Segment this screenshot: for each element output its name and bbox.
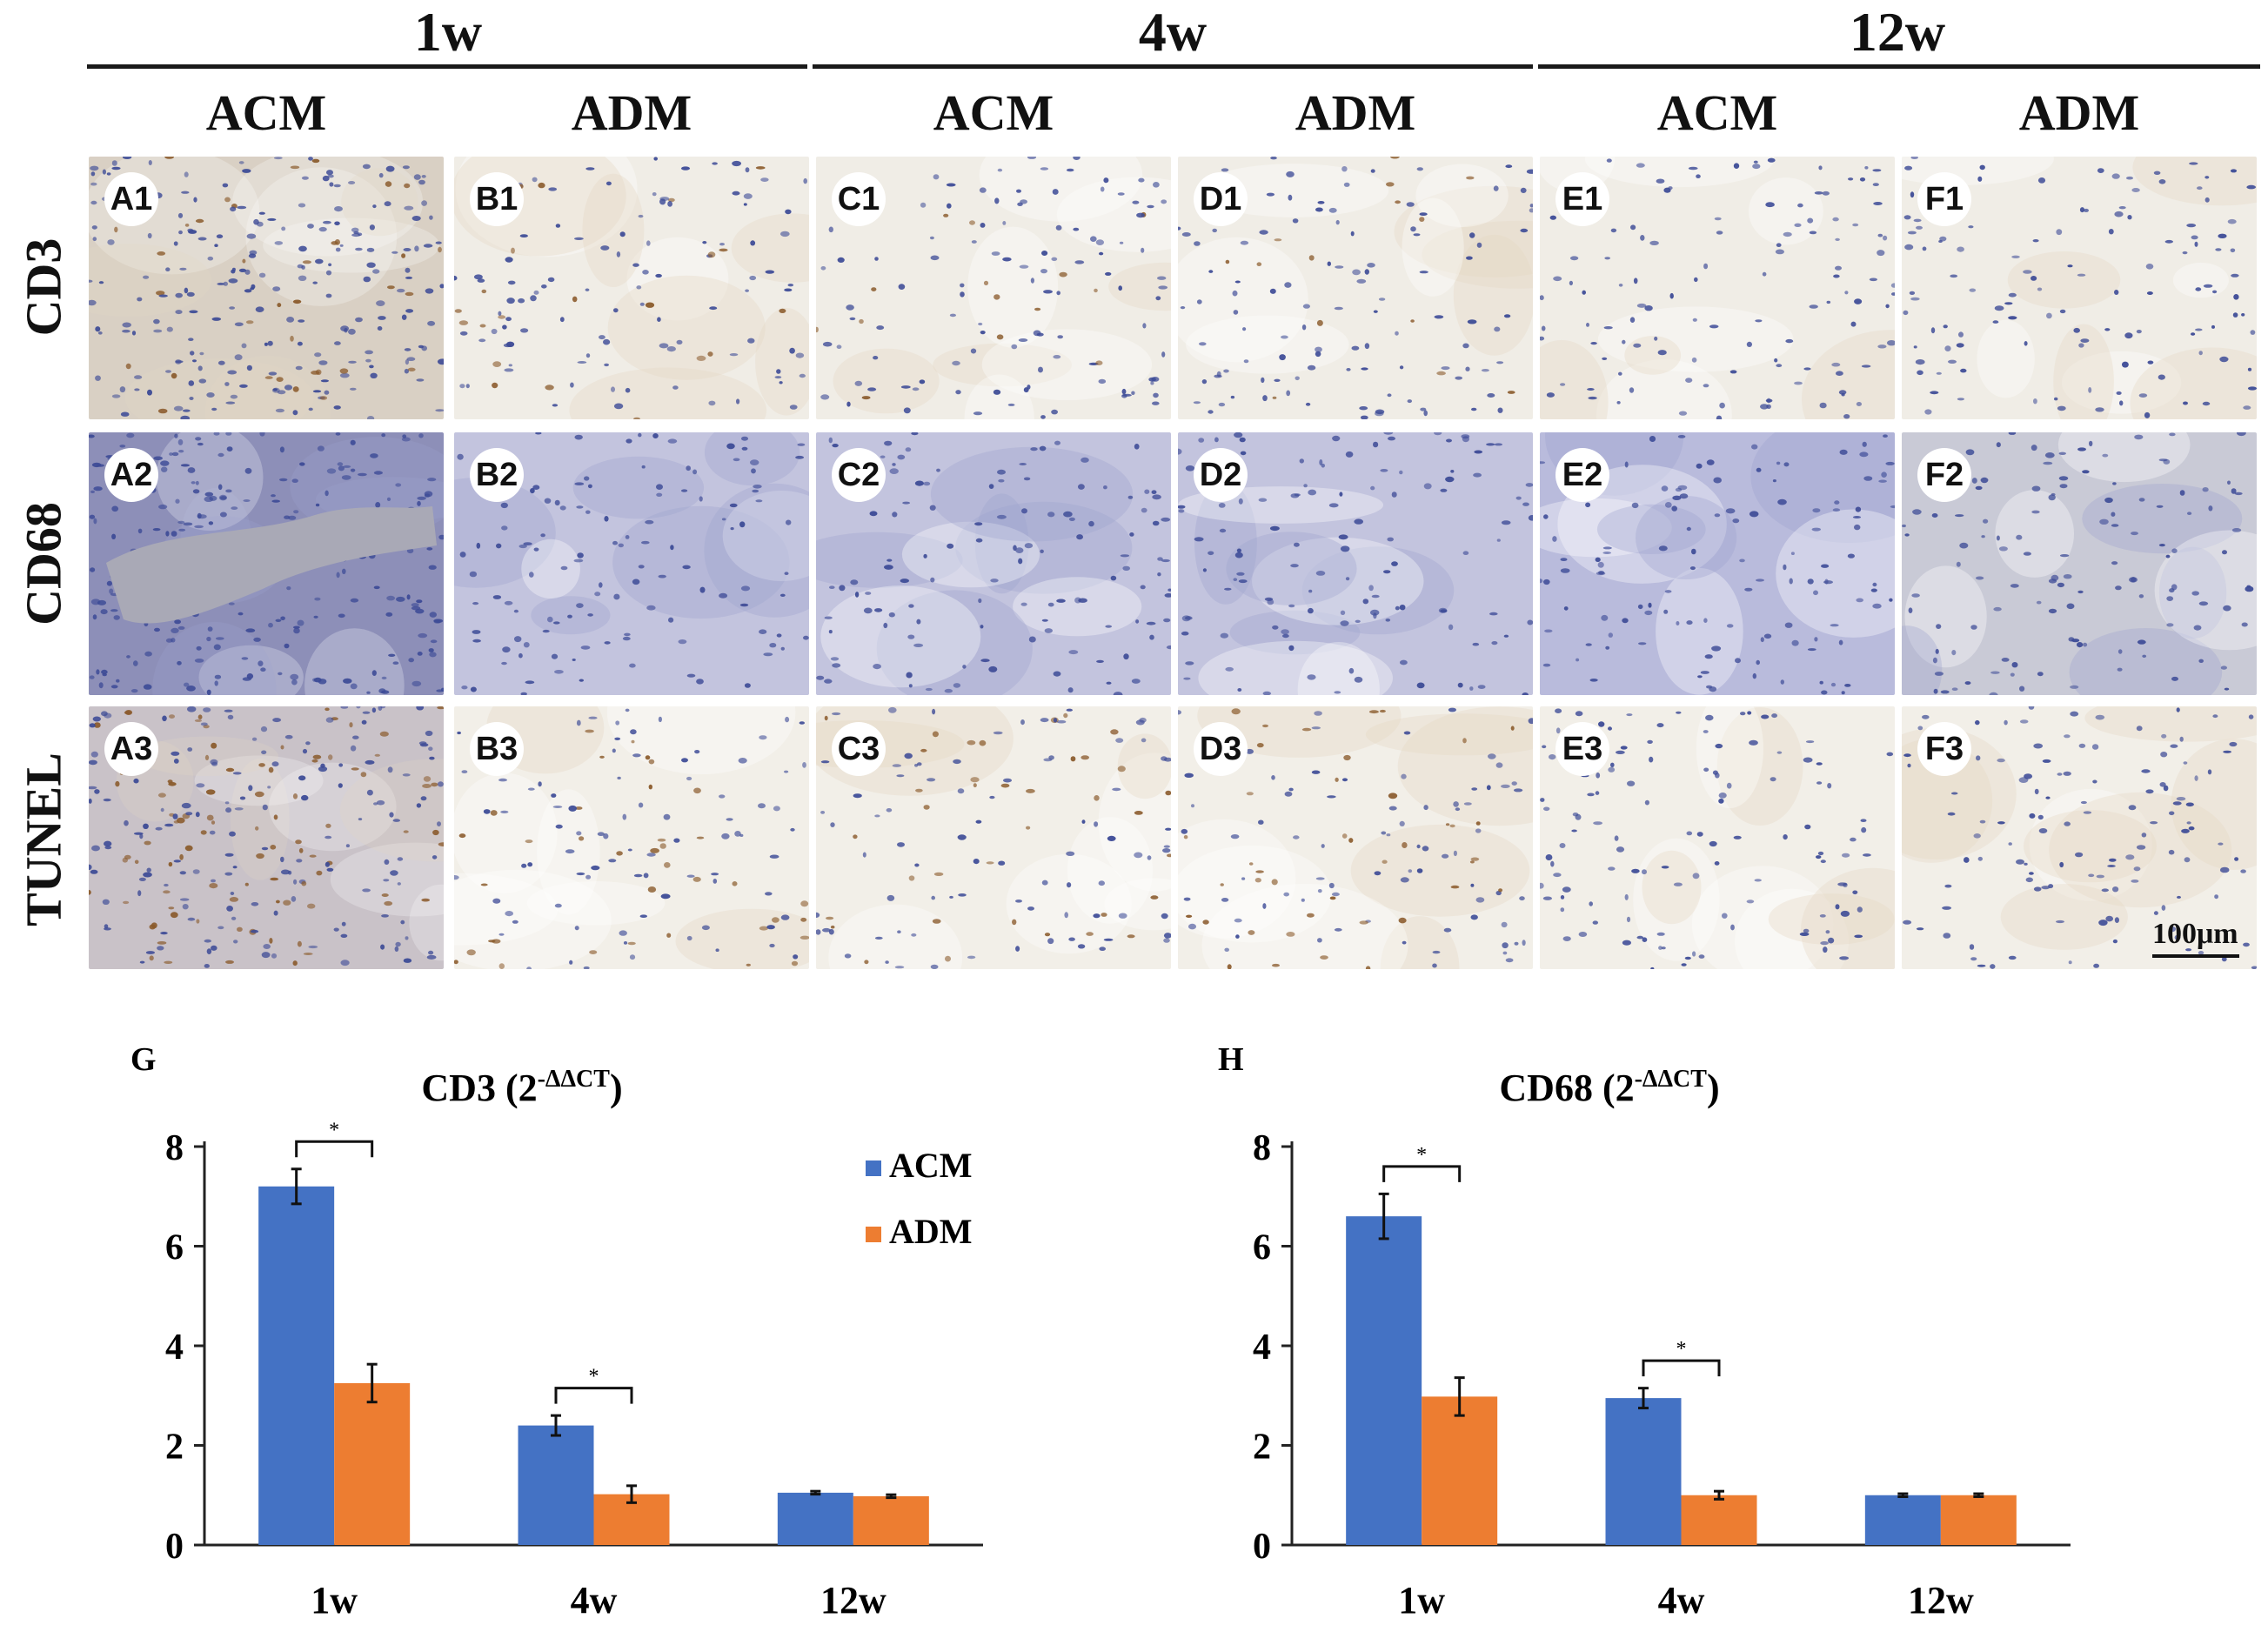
bar-acm: [1605, 1398, 1682, 1545]
micrograph-panel: C2: [816, 432, 1171, 695]
y-tick-label: 2: [1253, 1428, 1271, 1468]
panel-label: F3: [1917, 722, 1971, 776]
panel-label: E3: [1555, 722, 1609, 776]
significance-star: *: [1416, 1144, 1427, 1167]
y-tick-label: 8: [1253, 1128, 1271, 1168]
bar-adm: [334, 1382, 411, 1545]
bar-acm: [518, 1425, 594, 1545]
x-tick-label: 4w: [571, 1579, 618, 1622]
y-tick-label: 0: [165, 1527, 184, 1567]
micrograph-panel: B3: [454, 706, 809, 969]
bar-adm: [853, 1495, 929, 1545]
row-label-cd3: CD3: [15, 237, 72, 337]
panel-letter: G: [130, 1041, 157, 1078]
x-tick-label: 4w: [1658, 1579, 1705, 1622]
x-tick-label: 1w: [311, 1579, 358, 1622]
divider-1w: [87, 64, 807, 69]
micrograph-panel: E2: [1540, 432, 1895, 695]
micrograph-panel: B1: [454, 157, 809, 419]
panel-label: D3: [1194, 722, 1248, 776]
panel-label: C1: [832, 172, 886, 226]
bar-acm: [1346, 1216, 1422, 1545]
bar-acm: [258, 1186, 335, 1545]
bar-adm: [1940, 1495, 2017, 1545]
bar-chart-cd68: H CD68 (2-ΔΔCT) 0 2 4 6 8 1w * 4w * 12w: [1218, 1041, 2071, 1622]
bar-chart-cd3: G CD3 (2-ΔΔCT) 0 2 4 6 8 1w * 4w * 12w ACM ADM: [130, 1041, 983, 1622]
time-header-1w: 1w: [413, 1, 483, 63]
panel-label: A3: [104, 722, 158, 776]
panel-label: B1: [470, 172, 524, 226]
y-tick-label: 4: [1253, 1328, 1271, 1368]
scale-bar-label: 100μm: [2152, 918, 2238, 950]
chart-title: CD3 (2-ΔΔCT): [421, 1066, 622, 1109]
panel-label: D2: [1194, 448, 1248, 502]
y-tick-label: 6: [1253, 1228, 1271, 1268]
panel-letter: H: [1218, 1041, 1244, 1078]
y-tick-label: 0: [1253, 1527, 1271, 1567]
column-header-adm-1w: ADM: [571, 84, 692, 141]
panel-label: B3: [470, 722, 524, 776]
y-tick-label: 8: [165, 1128, 184, 1168]
column-header-acm-1w: ACM: [205, 84, 327, 141]
y-tick-label: 4: [165, 1328, 184, 1368]
scale-bar: [2152, 954, 2239, 958]
bar-acm: [1864, 1495, 1941, 1545]
divider-4w: [813, 64, 1533, 69]
panel-label: F1: [1917, 172, 1971, 226]
column-header-acm-12w: ACM: [1656, 84, 1778, 141]
significance-bracket: [295, 1140, 374, 1158]
micrograph-panel: E3: [1540, 706, 1895, 969]
legend-label-adm: ADM: [889, 1212, 973, 1251]
chart-title: CD68 (2-ΔΔCT): [1499, 1066, 1719, 1109]
x-tick-label: 1w: [1398, 1579, 1445, 1622]
panel-label: D1: [1194, 172, 1248, 226]
micrograph-panel: A1: [89, 157, 444, 419]
divider-12w: [1538, 64, 2260, 69]
panel-label: E1: [1555, 172, 1609, 226]
panel-label: C2: [832, 448, 886, 502]
micrograph-panel: B2: [454, 432, 809, 695]
micrograph-panel: F3: [1902, 706, 2257, 969]
significance-bracket: [1642, 1359, 1721, 1377]
panel-label: F2: [1917, 448, 1971, 502]
column-header-adm-4w: ADM: [1295, 84, 1416, 141]
y-tick-label: 2: [165, 1428, 184, 1468]
significance-star: *: [589, 1366, 599, 1388]
significance-bracket: [554, 1387, 633, 1404]
micrograph-panel: C1: [816, 157, 1171, 419]
significance-star: *: [329, 1119, 339, 1141]
micrograph-panel: E1: [1540, 157, 1895, 419]
micrograph-panel: A2: [89, 432, 444, 695]
micrograph-panel: D1: [1178, 157, 1533, 419]
time-header-12w: 12w: [1849, 1, 1946, 63]
legend-swatch-acm: [866, 1160, 881, 1176]
panel-label: A1: [104, 172, 158, 226]
panel-label: C3: [832, 722, 886, 776]
panel-label: E2: [1555, 448, 1609, 502]
column-header-adm-12w: ADM: [2018, 84, 2140, 141]
time-header-4w: 4w: [1138, 1, 1208, 63]
bar-acm: [777, 1492, 853, 1545]
column-header-acm-4w: ACM: [933, 84, 1054, 141]
micrograph-panel: F2: [1902, 432, 2257, 695]
micrograph-panel: A3: [89, 706, 444, 969]
micrograph-panel: D2: [1178, 432, 1533, 695]
row-label-cd68: CD68: [15, 502, 72, 625]
legend-label-acm: ACM: [889, 1146, 973, 1185]
significance-bracket: [1382, 1165, 1462, 1182]
bar-adm: [1422, 1396, 1498, 1545]
panel-label: B2: [470, 448, 524, 502]
x-tick-label: 12w: [820, 1579, 886, 1622]
bar-adm: [1681, 1495, 1757, 1545]
x-tick-label: 12w: [1908, 1579, 1974, 1622]
legend-swatch-adm: [866, 1227, 881, 1242]
panel-label: A2: [104, 448, 158, 502]
y-tick-label: 6: [165, 1228, 184, 1268]
micrograph-panel: F1: [1902, 157, 2257, 419]
micrograph-panel: D3: [1178, 706, 1533, 969]
row-label-tunel: TUNEL: [15, 752, 72, 926]
micrograph-panel: C3: [816, 706, 1171, 969]
significance-star: *: [1676, 1338, 1687, 1361]
